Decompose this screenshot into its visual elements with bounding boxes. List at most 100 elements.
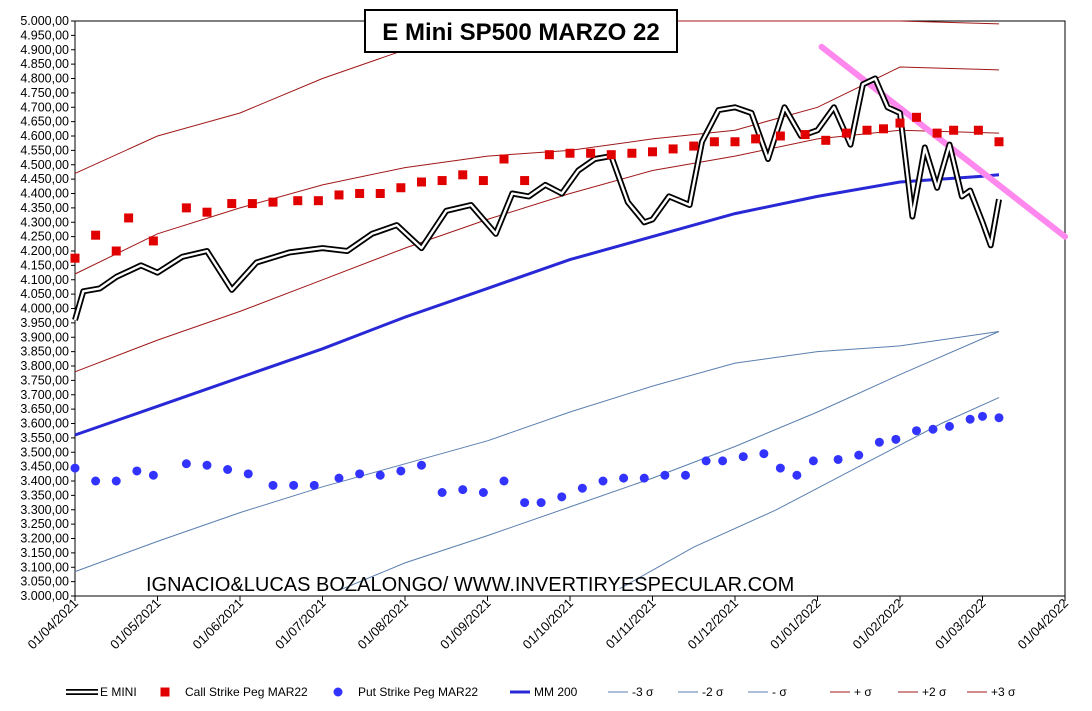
y-tick-label: 3.600,00 bbox=[20, 417, 69, 431]
-series bbox=[74, 129, 1000, 373]
y-tick-label: 4.000,00 bbox=[20, 302, 69, 316]
y-tick-label: 4.100,00 bbox=[20, 273, 69, 287]
y-tick-label: 3.650,00 bbox=[20, 402, 69, 416]
put-strike-point bbox=[718, 456, 728, 466]
y-tick-label: 3.550,00 bbox=[20, 431, 69, 445]
call-strike-point bbox=[202, 207, 212, 217]
put-strike-point bbox=[478, 488, 488, 497]
put-strike-point bbox=[202, 460, 212, 470]
x-tick-label: 01/11/2021 bbox=[603, 596, 659, 652]
call-strike-point bbox=[895, 118, 905, 128]
y-tick-label: 4.250,00 bbox=[20, 230, 69, 244]
call-strike-point bbox=[932, 128, 942, 138]
plot-area bbox=[74, 20, 1066, 597]
put-strike-point bbox=[396, 466, 406, 476]
put-strike-point bbox=[619, 473, 629, 483]
call-strike-point bbox=[949, 125, 959, 135]
x-tick-label: 01/01/2022 bbox=[767, 596, 824, 653]
y-tick-label: 4.700,00 bbox=[20, 100, 69, 114]
put-strike-point bbox=[148, 470, 158, 480]
y-tick-label: 4.550,00 bbox=[20, 143, 69, 157]
y-tick-label: 3.200,00 bbox=[20, 532, 69, 546]
x-tick-label: 01/07/2021 bbox=[272, 596, 329, 653]
call-strike-point bbox=[499, 154, 509, 164]
x-tick-label: 01/05/2021 bbox=[107, 596, 164, 653]
x-tick-label: 01/03/2022 bbox=[932, 596, 989, 653]
put-strike-point bbox=[181, 459, 191, 469]
call-strike-point bbox=[520, 176, 530, 186]
y-tick-label: 5.000,00 bbox=[20, 14, 69, 28]
call-strike-point bbox=[458, 170, 468, 180]
call-strike-point bbox=[751, 134, 761, 144]
put-strike-point bbox=[499, 476, 509, 486]
series-lines bbox=[72, 20, 1068, 591]
put-strike-point bbox=[223, 465, 233, 474]
y-tick-label: 3.400,00 bbox=[20, 474, 69, 488]
put-strike-point bbox=[912, 426, 921, 436]
put-strike-point bbox=[111, 476, 121, 486]
y-tick-label: 4.200,00 bbox=[20, 244, 69, 258]
call-strike-point bbox=[70, 253, 80, 263]
call-strike-point bbox=[627, 148, 637, 158]
x-tick-label: 01/09/2021 bbox=[437, 596, 494, 653]
put-strike-point bbox=[891, 434, 901, 444]
y-axis: 3.000,003.050,003.100,003.150,003.200,00… bbox=[20, 14, 75, 603]
call-strike-point bbox=[994, 137, 1004, 147]
put-strike-point bbox=[309, 480, 319, 490]
put-strike-point bbox=[243, 469, 253, 479]
x-tick-label: 01/04/2022 bbox=[1014, 596, 1071, 653]
put-strike-point bbox=[70, 463, 80, 473]
put-strike-point bbox=[355, 469, 365, 479]
y-tick-label: 4.900,00 bbox=[20, 43, 69, 57]
chart-title: E Mini SP500 MARZO 22 bbox=[382, 19, 659, 46]
put-strike-point bbox=[458, 485, 468, 495]
put-strike-point bbox=[268, 480, 278, 490]
x-tick-label: 01/12/2021 bbox=[684, 596, 741, 653]
call-strike-point bbox=[293, 196, 303, 206]
x-tick-label: 01/06/2021 bbox=[189, 596, 246, 653]
call-strike-point bbox=[111, 246, 121, 256]
call-strike-point bbox=[668, 144, 678, 154]
call-strike-point bbox=[648, 147, 657, 157]
call-strike-point bbox=[396, 183, 406, 193]
put-strike-point bbox=[775, 463, 785, 473]
put-strike-point bbox=[536, 498, 546, 508]
title-frame bbox=[364, 9, 678, 53]
call-strike-point bbox=[606, 150, 616, 160]
y-tick-label: 3.800,00 bbox=[20, 359, 69, 373]
y-tick-label: 4.400,00 bbox=[20, 187, 69, 201]
legend-label-: - σ bbox=[772, 685, 787, 699]
y-tick-label: 4.450,00 bbox=[20, 172, 69, 186]
2-series bbox=[74, 66, 1000, 275]
legend-label-e-mini: E MINI bbox=[100, 685, 137, 699]
put-strike-point bbox=[132, 466, 142, 476]
y-tick-label: 4.600,00 bbox=[20, 129, 69, 143]
put-strike-point bbox=[520, 498, 530, 508]
put-strike-point bbox=[660, 470, 670, 480]
put-strike-point bbox=[701, 456, 711, 466]
y-tick-label: 4.750,00 bbox=[20, 86, 69, 100]
y-tick-label: 3.300,00 bbox=[20, 503, 69, 517]
put-strike-point bbox=[437, 488, 447, 497]
put-strike-point bbox=[808, 456, 818, 466]
put-strike-point bbox=[334, 473, 344, 483]
y-tick-label: 3.450,00 bbox=[20, 460, 69, 474]
y-tick-label: 3.150,00 bbox=[20, 546, 69, 560]
y-tick-label: 3.750,00 bbox=[20, 373, 69, 387]
call-strike-point bbox=[148, 236, 158, 246]
y-tick-label: 4.150,00 bbox=[20, 258, 69, 272]
call-strike-point bbox=[375, 189, 385, 198]
y-tick-label: 3.100,00 bbox=[20, 560, 69, 574]
legend-label-: + σ bbox=[854, 685, 872, 699]
put-strike-point bbox=[681, 470, 690, 480]
call-strike-point bbox=[973, 125, 983, 135]
call-strike-point bbox=[268, 197, 278, 207]
legend-label-call-strike-peg-mar22: Call Strike Peg MAR22 bbox=[185, 685, 308, 699]
y-tick-label: 4.050,00 bbox=[20, 287, 69, 301]
call-strike-point bbox=[689, 141, 699, 151]
y-tick-label: 3.500,00 bbox=[20, 445, 69, 459]
y-tick-label: 4.500,00 bbox=[20, 158, 69, 172]
call-strike-point bbox=[124, 213, 134, 223]
